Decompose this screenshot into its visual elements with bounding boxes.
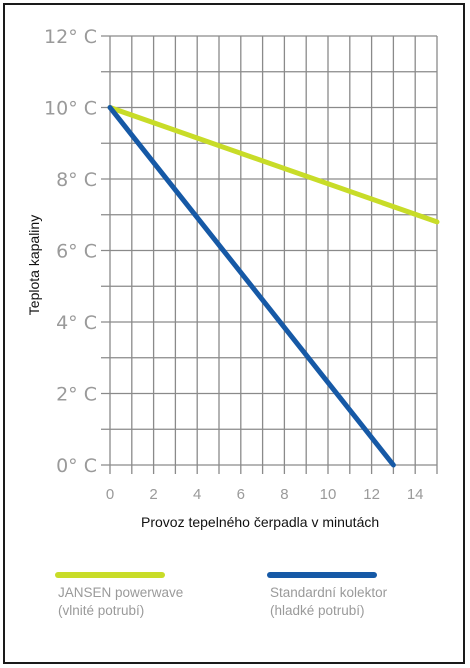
series-line-jansen: [107, 105, 440, 225]
x-tick-label: 2: [149, 486, 157, 503]
legend-label-standard: Standardní kolektor: [270, 585, 388, 600]
y-tick-label: 10° C: [44, 98, 97, 120]
x-tick-label: 4: [193, 486, 201, 503]
legend-label-jansen-sub: (vlnité potrubí): [58, 603, 144, 618]
x-tick-label: 0: [106, 486, 114, 503]
y-tick-labels: 0° C 2° C 4° C 6° C 8° C 10° C 12° C: [44, 26, 97, 477]
y-axis-label: Teplota kapaliny: [26, 215, 42, 315]
grid: [101, 35, 438, 474]
x-tick-label: 14: [407, 486, 424, 503]
x-tick-label: 10: [320, 486, 337, 503]
x-tick-labels: 0 2 4 6 8 10 12 14: [106, 486, 424, 503]
y-tick-label: 8° C: [56, 169, 97, 191]
y-tick-label: 2° C: [56, 384, 97, 406]
y-tick-label: 4° C: [56, 312, 97, 334]
x-tick-label: 8: [280, 486, 288, 503]
y-tick-label: 0° C: [56, 455, 97, 477]
chart-frame: [3, 3, 465, 664]
legend-label-standard-sub: (hladké potrubí): [270, 603, 365, 618]
series-line-standard: [107, 105, 396, 468]
x-tick-label: 6: [237, 486, 245, 503]
x-tick-label: 12: [363, 486, 380, 503]
legend: JANSEN powerwave (vlnité potrubí) Standa…: [55, 572, 388, 618]
x-axis-label: Provoz tepelného čerpadla v minutách: [141, 514, 379, 530]
series-lines: [107, 105, 440, 468]
y-tick-label: 6° C: [56, 241, 97, 263]
y-tick-label: 12° C: [44, 26, 97, 48]
legend-label-jansen: JANSEN powerwave: [58, 585, 183, 600]
